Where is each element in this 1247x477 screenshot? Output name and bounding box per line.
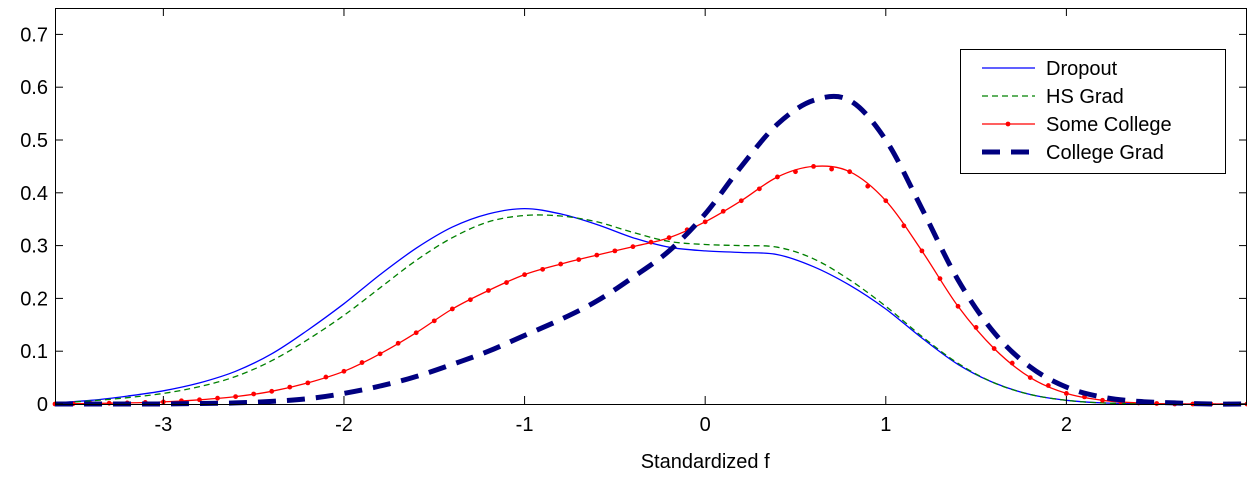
some-college-marker — [793, 169, 798, 175]
some-college-marker — [486, 288, 491, 293]
some-college-marker — [612, 248, 618, 254]
x-tick-label: 2 — [1061, 414, 1072, 436]
x-axis-title: Standardized f — [641, 451, 770, 473]
some-college-marker — [1027, 375, 1033, 380]
some-college-marker — [1063, 391, 1069, 396]
legend-marker — [1005, 121, 1011, 127]
some-college-marker — [829, 166, 835, 172]
some-college-marker — [630, 244, 636, 250]
x-tick-label: -3 — [154, 414, 172, 436]
some-college-marker — [937, 276, 943, 281]
some-college-marker — [576, 257, 582, 262]
some-college-marker — [1045, 383, 1051, 388]
legend-label: College Grad — [1046, 142, 1164, 164]
y-tick-label: 0.4 — [20, 183, 48, 205]
some-college-marker — [919, 248, 925, 254]
y-tick-label: 0.7 — [20, 24, 48, 46]
some-college-marker — [720, 208, 726, 214]
some-college-marker — [738, 198, 744, 204]
y-tick-label: 0 — [37, 394, 48, 416]
y-tick-label: 0.1 — [20, 341, 48, 363]
x-tick-label: -2 — [335, 414, 353, 436]
y-tick-label: 0.3 — [20, 236, 48, 258]
series-line-some-college — [54, 165, 1247, 405]
series-line-dropout — [54, 207, 1247, 405]
legend-box — [960, 49, 1226, 174]
y-tick-label: 0.2 — [20, 288, 48, 310]
some-college-marker — [775, 174, 780, 180]
some-college-marker — [847, 169, 853, 175]
series-line-hs-grad — [54, 214, 1247, 405]
x-tick-label: 0 — [700, 414, 711, 436]
x-tick-label: -1 — [516, 414, 534, 436]
some-college-marker — [431, 318, 437, 324]
some-college-marker — [540, 266, 546, 272]
some-college-marker — [883, 198, 889, 204]
some-college-marker — [973, 325, 979, 330]
some-college-marker — [215, 395, 220, 401]
some-college-marker — [377, 351, 383, 357]
some-college-marker — [341, 368, 347, 374]
some-college-marker — [269, 388, 275, 394]
some-college-marker — [197, 397, 202, 403]
some-college-marker — [991, 346, 997, 351]
legend-label: HS Grad — [1046, 86, 1124, 108]
some-college-marker — [955, 303, 961, 309]
some-college-marker — [811, 164, 816, 169]
some-college-marker — [359, 360, 365, 365]
some-college-marker — [233, 394, 239, 400]
y-axis-ticks: 0 0.1 0.2 0.3 0.4 0.5 0.6 0.7 — [20, 24, 1247, 416]
legend-label: Some College — [1046, 114, 1172, 136]
some-college-marker — [558, 261, 564, 267]
some-college-marker — [323, 374, 329, 380]
some-college-marker — [1009, 360, 1015, 366]
some-college-marker — [413, 330, 419, 336]
some-college-marker — [1154, 401, 1160, 406]
x-tick-label: 1 — [880, 414, 891, 436]
legend: Dropout HS Grad Some College College Grad — [960, 49, 1226, 174]
some-college-marker — [865, 183, 871, 189]
some-college-marker — [901, 223, 907, 229]
legend-label: Dropout — [1046, 58, 1118, 80]
y-tick-label: 0.5 — [20, 130, 48, 152]
some-college-marker — [1100, 397, 1105, 403]
some-college-marker — [666, 235, 672, 241]
some-college-marker — [287, 384, 293, 390]
some-college-marker — [594, 252, 600, 258]
y-tick-label: 0.6 — [20, 77, 48, 99]
some-college-marker — [504, 280, 509, 285]
x-axis-ticks: -3 -2 -1 0 1 2 — [154, 8, 1072, 436]
some-college-marker — [305, 380, 311, 386]
some-college-marker — [522, 272, 527, 278]
some-college-marker — [251, 391, 257, 397]
some-college-marker — [648, 239, 654, 245]
some-college-marker — [756, 186, 762, 192]
some-college-marker — [702, 219, 708, 225]
some-college-marker — [449, 306, 455, 312]
some-college-marker — [395, 340, 401, 346]
some-college-marker — [467, 297, 473, 303]
